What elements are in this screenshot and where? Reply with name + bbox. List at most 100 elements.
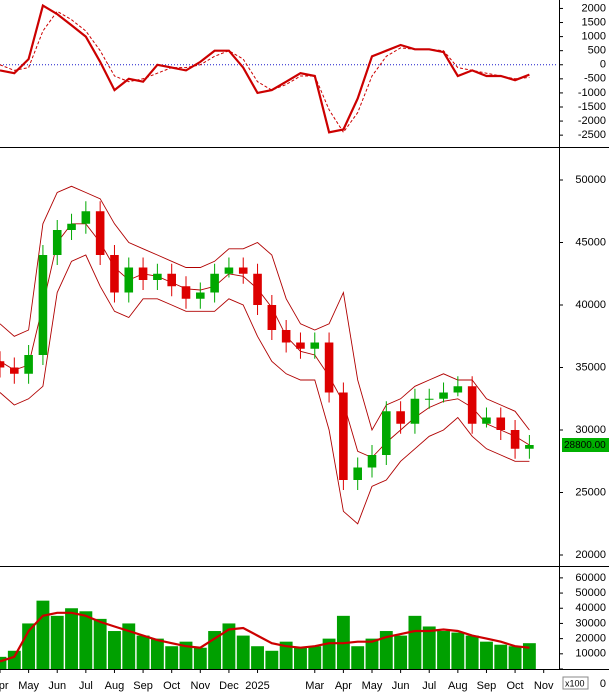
y-tick-label: 40000 — [575, 299, 606, 311]
volume-bar — [394, 635, 408, 669]
x-tick-label: May — [362, 680, 383, 692]
candle-body — [38, 255, 48, 355]
volume-bar — [122, 623, 136, 669]
candle-body — [496, 417, 506, 430]
x-tick-label: Apr — [335, 680, 352, 692]
candle-body — [267, 305, 277, 330]
candle-body — [67, 223, 76, 230]
volume-bar — [108, 631, 121, 669]
y-tick-label: -1500 — [578, 101, 606, 113]
candle-body — [525, 445, 534, 449]
volume-bar — [322, 638, 336, 669]
candle-body — [153, 273, 162, 280]
last-price-tag — [562, 438, 609, 452]
y-tick-label: 500 — [588, 45, 606, 57]
volume-bar — [494, 644, 508, 669]
y-tick-label: 20000 — [575, 549, 606, 561]
volume-bar — [93, 618, 107, 669]
x-tick-label: Aug — [105, 680, 125, 692]
volume-bar — [79, 611, 93, 669]
bollinger-band — [0, 223, 530, 459]
bollinger-band — [0, 185, 530, 432]
candle-body — [210, 273, 219, 293]
x-tick-label: Nov — [534, 680, 554, 692]
bollinger-band — [0, 254, 530, 525]
y-tick-label: 40000 — [575, 602, 606, 614]
x-tick-label: Mar — [305, 680, 324, 692]
volume-bar — [236, 635, 250, 669]
last-price-label: 28800.00 — [564, 440, 606, 451]
x-tick-label: Sep — [477, 680, 497, 692]
volume-bar — [0, 656, 7, 669]
candle-body — [353, 467, 362, 480]
plot-area — [0, 3, 558, 134]
y-tick-label: 0 — [600, 59, 606, 71]
volume-bar — [508, 646, 522, 669]
x-tick-label: Jun — [48, 680, 66, 692]
y-tick-label: 20000 — [575, 633, 606, 645]
candle-body — [0, 361, 5, 368]
y-tick-label: 1000 — [582, 31, 606, 43]
volume-bar — [480, 641, 493, 669]
volume-bar — [294, 647, 307, 669]
unit-box — [562, 676, 589, 690]
candle-body — [124, 267, 134, 293]
x-tick-label: 2025 — [245, 680, 269, 692]
volume-bar — [165, 646, 179, 669]
y-tick-label: 10000 — [575, 648, 606, 660]
unit-label: x100 — [565, 678, 585, 688]
volume-bar — [65, 608, 78, 669]
x-tick-label: May — [18, 680, 39, 692]
candle-body — [196, 292, 205, 299]
volume-bar — [279, 641, 293, 669]
volume-bar — [7, 650, 21, 669]
candle-body — [410, 398, 420, 424]
candle-body — [339, 392, 348, 480]
y-tick-label: 50000 — [575, 174, 606, 186]
candle-body — [367, 455, 377, 468]
y-tick-label: 30000 — [575, 617, 606, 629]
candle-body — [467, 386, 477, 424]
candle-body — [238, 267, 248, 274]
volume-bar — [408, 615, 422, 669]
candle-body — [181, 286, 191, 299]
candle-body — [310, 342, 320, 349]
x-tick-label: Nov — [191, 680, 211, 692]
candle-body — [167, 273, 176, 287]
y-tick-label: 30000 — [575, 424, 606, 436]
candle-body — [396, 411, 405, 424]
plot-area — [0, 185, 534, 525]
volume-bar — [422, 626, 436, 669]
y-tick-label: -2000 — [578, 115, 606, 127]
volume-bar — [465, 635, 479, 669]
candle-body — [10, 367, 19, 374]
x-tick-label: Jun — [392, 680, 410, 692]
volume-bar — [522, 643, 536, 669]
x-tick-label: Apr — [0, 680, 9, 692]
volume-bar — [308, 646, 322, 669]
candle-body — [224, 267, 234, 274]
candle-body — [382, 411, 391, 455]
x-tick-label: Aug — [448, 680, 468, 692]
y-tick-label: 0 — [600, 678, 606, 690]
y-tick-label: 45000 — [575, 236, 606, 248]
candle-body — [95, 211, 105, 255]
volume-bar — [136, 635, 150, 669]
y-tick-label: -2500 — [578, 129, 606, 141]
volume-bar — [50, 615, 64, 669]
volume-bar — [222, 623, 236, 669]
x-tick-label: Oct — [163, 680, 180, 692]
candle-body — [81, 211, 91, 224]
indicator-line — [0, 10, 530, 134]
candle-body — [253, 273, 262, 305]
y-tick-label: 2000 — [582, 2, 606, 14]
x-tick-label: Dec — [219, 680, 239, 692]
volume-bar — [36, 600, 50, 669]
candle-body — [138, 267, 148, 280]
y-tick-label: 1500 — [582, 16, 606, 28]
y-tick-label: 25000 — [575, 486, 606, 498]
candle-body — [24, 355, 33, 374]
volume-bar — [451, 632, 465, 669]
y-tick-label: -1000 — [578, 87, 606, 99]
